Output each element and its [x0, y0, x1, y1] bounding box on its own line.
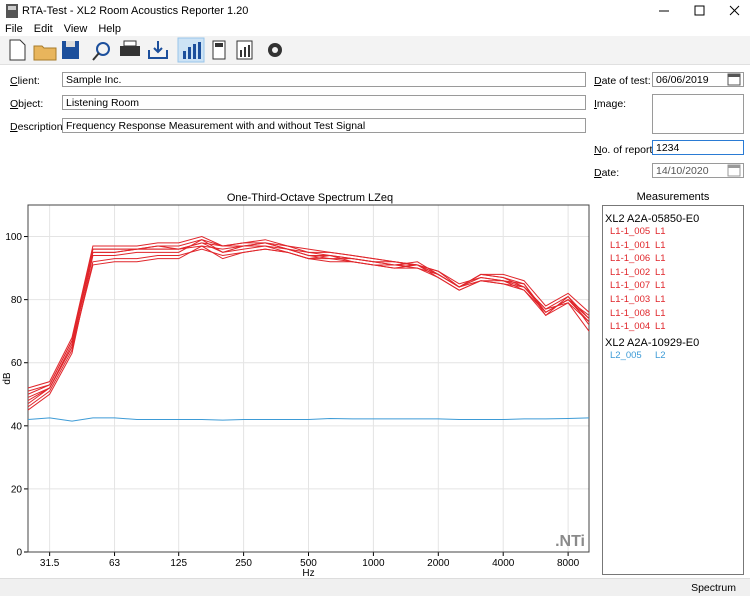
x-tick-label: 125	[170, 558, 187, 569]
chart-title: One-Third-Octave Spectrum LZeq	[227, 192, 393, 204]
menu-item[interactable]: Help	[98, 23, 121, 35]
y-tick-label: 60	[11, 358, 23, 369]
plot-frame	[27, 204, 590, 553]
menu-item[interactable]: View	[63, 23, 88, 35]
legend-channel: L2	[655, 349, 666, 361]
legend-name: L2_005	[610, 349, 642, 361]
legend-item[interactable]: L1-1_007 L1	[603, 280, 743, 294]
legend-channel: L1	[655, 307, 666, 319]
legend-name: L1-1_007	[610, 280, 651, 292]
legend-name: L1-1_008	[610, 307, 651, 319]
date-of-test-label: Date of test:	[594, 75, 651, 87]
client-input[interactable]: Sample Inc.	[62, 72, 586, 87]
series-line	[27, 242, 590, 392]
image-box[interactable]	[652, 94, 744, 134]
chart: One-Third-Octave Spectrum LZeq 0 20 40 60 80 1…	[2, 192, 590, 578]
legend-name: L1-1_006	[610, 253, 651, 265]
legend-item[interactable]: L1-1_002 L1	[603, 267, 743, 281]
legend-group-title: XL2 A2A-05850-E0	[605, 213, 700, 225]
description-input[interactable]: Frequency Response Measurement with and …	[62, 118, 586, 133]
report-no-label: No. of report:	[594, 144, 656, 156]
legend-item[interactable]: L1-1_008 L1	[603, 308, 743, 322]
y-tick-label: 80	[11, 295, 23, 306]
legend-channel: L1	[655, 266, 666, 278]
date-input[interactable]: 14/10/2020	[652, 163, 744, 178]
x-tick-label: 31.5	[40, 558, 60, 569]
legend-name: L1-1_005	[610, 226, 651, 237]
x-tick-label: 8000	[557, 558, 580, 569]
x-tick-label: 500	[300, 558, 317, 569]
object-input[interactable]: Listening Room	[62, 95, 586, 110]
series-line	[27, 236, 590, 389]
menu-item[interactable]: Edit	[33, 23, 53, 35]
y-tick-label: 100	[5, 232, 22, 243]
legend-item[interactable]: L1-1_004 L1	[603, 321, 743, 335]
legend-channel: L1	[655, 321, 666, 333]
y-axis-label: dB	[2, 372, 13, 385]
description-label: Description:	[10, 121, 66, 133]
legend: XL2 A2A-05850-E0 L1-1_005 L1 L1-1_001 L1 L1-1…	[602, 205, 744, 575]
legend-item[interactable]: L1-1_003 L1	[603, 294, 743, 308]
calendar-icons[interactable]	[727, 73, 741, 183]
legend-name: L1-1_002	[610, 266, 651, 278]
x-tick-label: 2000	[427, 558, 450, 569]
title-bar: RTA-Test - XL2 Room Acoustics Reporter 1…	[0, 0, 750, 22]
legend-channel: L1	[655, 253, 666, 265]
legend-item[interactable]: L1-1_005 L1	[603, 226, 743, 240]
x-tick-label: 250	[235, 558, 252, 569]
x-tick-label: 1000	[362, 558, 385, 569]
legend-item[interactable]: L1-1_001 L1	[603, 240, 743, 254]
legend-channel: L1	[655, 226, 666, 237]
date-label: Date:	[594, 167, 620, 179]
x-axis-label: Hz	[302, 568, 314, 578]
image-label: Image:	[594, 98, 627, 110]
status-text: Spectrum	[691, 582, 736, 594]
y-tick-label: 20	[11, 484, 23, 495]
series-line	[27, 242, 590, 398]
window-title: RTA-Test - XL2 Room Acoustics Reporter 1…	[22, 5, 249, 17]
legend-item[interactable]: L2_005 L2	[603, 350, 743, 364]
legend-name: L1-1_004	[610, 321, 651, 333]
legend-channel: L1	[655, 293, 666, 305]
series-line	[27, 245, 590, 402]
x-tick-label: 63	[109, 558, 121, 569]
window-controls[interactable]	[650, 0, 750, 22]
toolbar	[0, 36, 750, 65]
menu-bar: File Edit View Help	[5, 23, 132, 36]
date-of-test-input[interactable]: 06/06/2019	[652, 72, 744, 87]
legend-group-title: XL2 A2A-10929-E0	[605, 336, 700, 349]
series-line	[27, 417, 590, 422]
report-no-input[interactable]: 1234	[652, 140, 744, 155]
client-label: Client:	[10, 75, 40, 87]
object-label: Object:	[10, 98, 44, 110]
legend-name: L1-1_003	[610, 293, 651, 305]
app-icon	[6, 4, 18, 18]
status-bar: Spectrum	[0, 578, 750, 596]
legend-item[interactable]: L1-1_006 L1	[603, 253, 743, 267]
x-tick-label: 4000	[492, 558, 515, 569]
y-tick-label: 0	[16, 548, 22, 559]
legend-channel: L1	[655, 239, 666, 251]
menu-item[interactable]: File	[5, 23, 23, 35]
toolbar-icons[interactable]	[0, 36, 300, 64]
watermark: .NTi	[555, 533, 585, 550]
legend-name: L1-1_001	[610, 239, 651, 251]
y-tick-label: 40	[11, 421, 23, 432]
legend-title: Measurements	[636, 191, 710, 203]
legend-channel: L1	[655, 280, 666, 292]
